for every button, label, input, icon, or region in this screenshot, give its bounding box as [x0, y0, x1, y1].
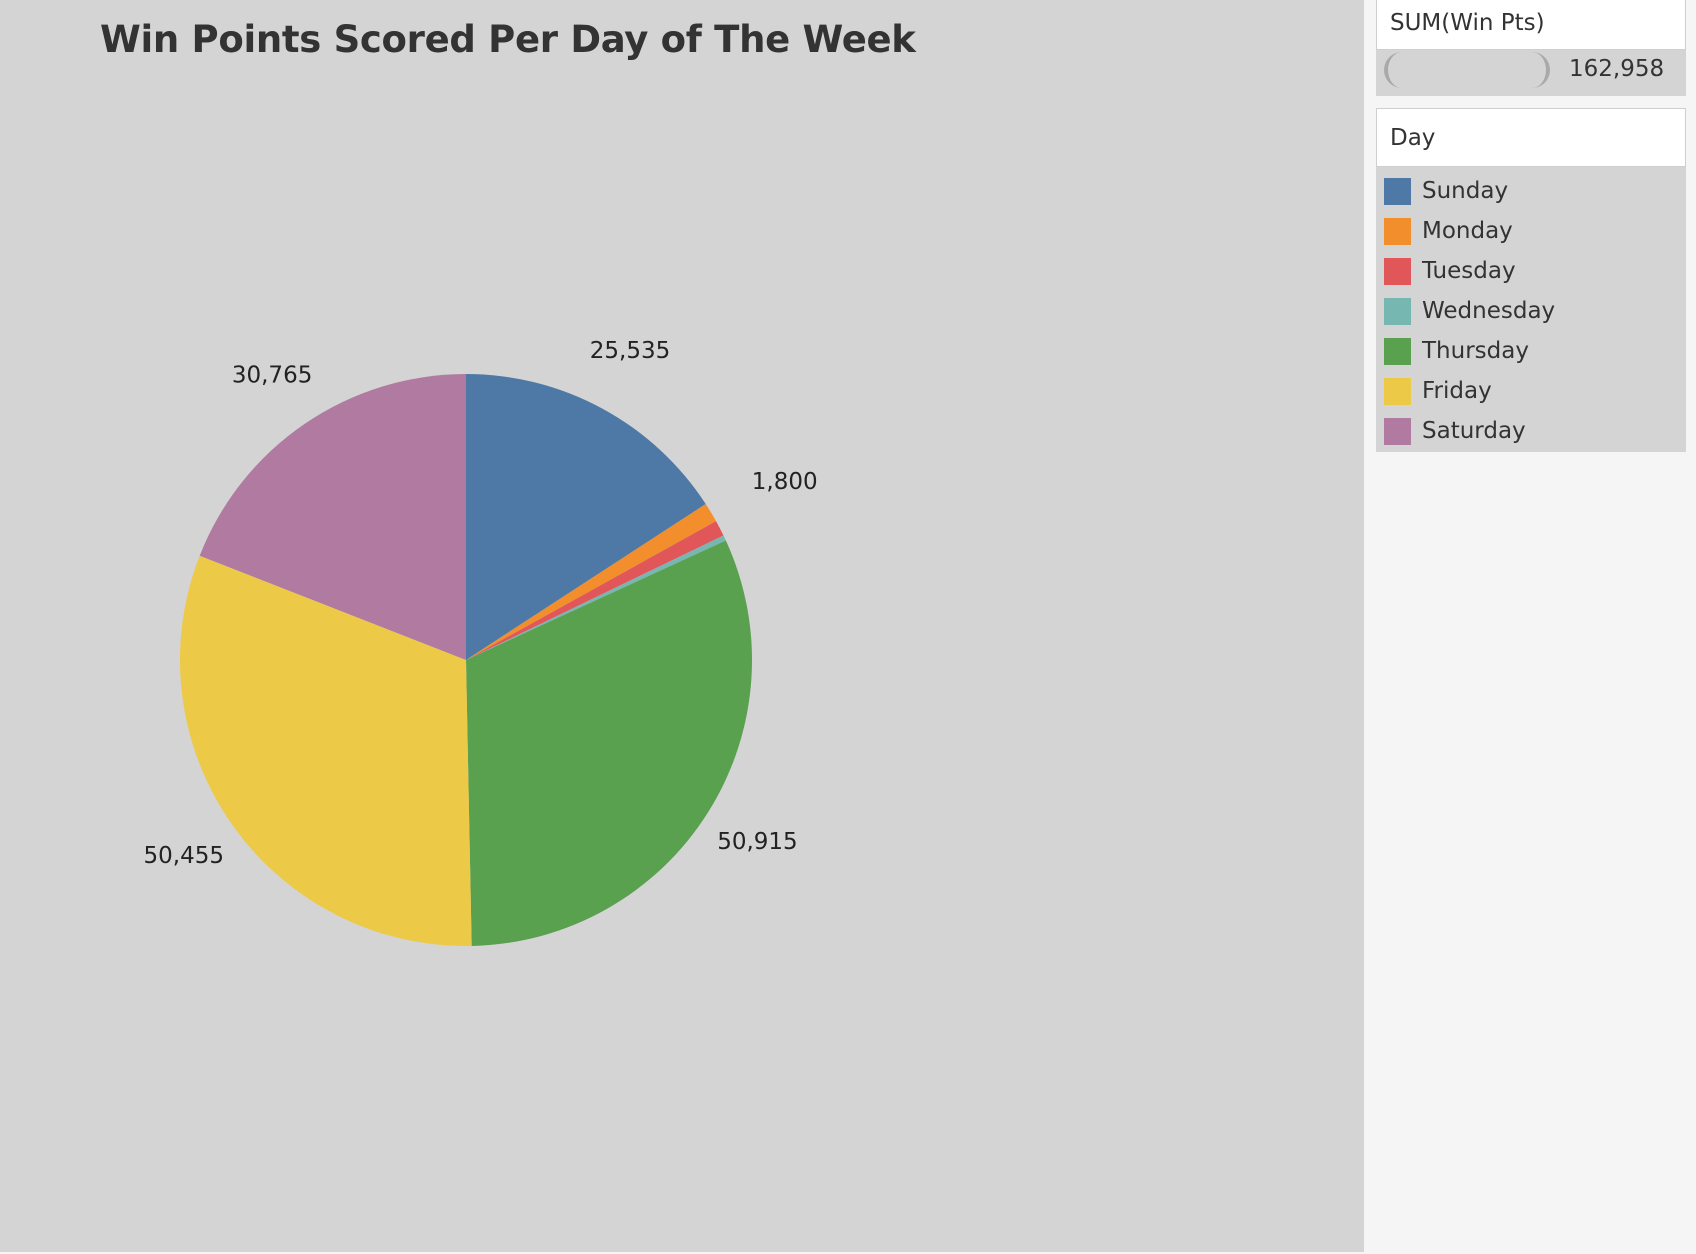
legend-item-label: Saturday: [1422, 418, 1526, 444]
legend-swatch: [1384, 337, 1411, 365]
legend-swatch: [1384, 257, 1411, 285]
size-range-indicator: [1384, 52, 1550, 88]
legend-item-label: Sunday: [1422, 178, 1509, 204]
legend-item-thursday[interactable]: Thursday: [1376, 331, 1686, 371]
legend-item-label: Tuesday: [1422, 258, 1516, 284]
legend-item-tuesday[interactable]: Tuesday: [1376, 251, 1686, 291]
legend-item-wednesday[interactable]: Wednesday: [1376, 291, 1686, 331]
data-label-thursday: 50,915: [717, 829, 797, 855]
color-legend: Day Sunday Monday Tuesday Wednesday Thur…: [1376, 108, 1686, 452]
pie-slice-friday[interactable]: [179, 555, 472, 947]
legend-swatch: [1384, 297, 1411, 325]
legend-swatch: [1384, 417, 1411, 445]
data-label-monday: 1,800: [752, 469, 818, 495]
legend-item-sunday[interactable]: Sunday: [1376, 171, 1686, 211]
legend-item-label: Thursday: [1422, 338, 1529, 364]
data-label-friday: 50,455: [144, 843, 224, 869]
data-label-sunday: 25,535: [590, 338, 670, 364]
pie-slice-thursday[interactable]: [466, 540, 752, 946]
legend-item-monday[interactable]: Monday: [1376, 211, 1686, 251]
pie-slice-wednesday[interactable]: [466, 535, 726, 660]
data-label-saturday: 30,765: [232, 362, 312, 388]
legend-item-label: Friday: [1422, 378, 1492, 404]
legend-item-label: Wednesday: [1422, 298, 1556, 324]
legend-swatch: [1384, 217, 1411, 245]
color-legend-title: Day: [1376, 108, 1686, 167]
pie-slice-saturday[interactable]: [199, 374, 466, 660]
size-legend-title: SUM(Win Pts): [1376, 0, 1686, 50]
legend-item-saturday[interactable]: Saturday: [1376, 411, 1686, 451]
legend-item-label: Monday: [1422, 218, 1513, 244]
legend-panel: SUM(Win Pts) 162,958 Day Sunday Monday T…: [1364, 0, 1696, 1254]
pie-slice-sunday[interactable]: [466, 374, 706, 660]
chart-area: Win Points Scored Per Day of The Week 25…: [0, 0, 1364, 1252]
chart-title: Win Points Scored Per Day of The Week: [100, 18, 916, 61]
legend-item-friday[interactable]: Friday: [1376, 371, 1686, 411]
pie-slice-monday[interactable]: [466, 504, 717, 660]
pie-slice-tuesday[interactable]: [466, 521, 724, 660]
pie-chart: 25,535 1,800 50,915 50,455 30,765: [144, 338, 818, 947]
legend-swatch: [1384, 377, 1411, 405]
size-legend-max: 162,958: [1569, 56, 1665, 82]
size-legend: SUM(Win Pts) 162,958: [1376, 0, 1686, 96]
legend-swatch: [1384, 177, 1411, 205]
legend-list: Sunday Monday Tuesday Wednesday Thursday…: [1376, 167, 1686, 451]
